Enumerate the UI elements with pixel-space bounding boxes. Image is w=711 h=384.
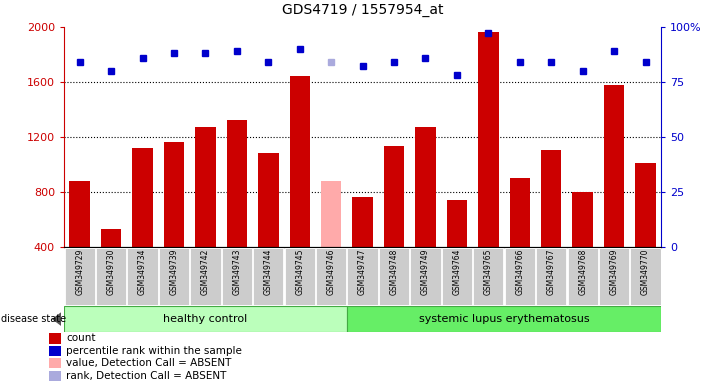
Text: GSM349764: GSM349764 <box>452 249 461 295</box>
Bar <box>101 229 122 247</box>
Bar <box>258 153 279 247</box>
Text: GSM349747: GSM349747 <box>358 249 367 295</box>
Bar <box>321 180 341 247</box>
Bar <box>49 358 61 369</box>
Bar <box>196 127 215 247</box>
Polygon shape <box>52 312 61 326</box>
FancyBboxPatch shape <box>599 248 629 305</box>
FancyBboxPatch shape <box>536 248 567 305</box>
Bar <box>49 346 61 356</box>
Text: GSM349745: GSM349745 <box>295 249 304 295</box>
Bar <box>227 120 247 247</box>
Text: GSM349729: GSM349729 <box>75 249 84 295</box>
Text: healthy control: healthy control <box>164 314 247 324</box>
FancyBboxPatch shape <box>159 248 189 305</box>
Text: GSM349743: GSM349743 <box>232 249 241 295</box>
FancyBboxPatch shape <box>222 248 252 305</box>
Text: GSM349734: GSM349734 <box>138 249 147 295</box>
Text: value, Detection Call = ABSENT: value, Detection Call = ABSENT <box>66 358 231 368</box>
Text: GSM349739: GSM349739 <box>169 249 178 295</box>
Text: GSM349769: GSM349769 <box>609 249 619 295</box>
Text: GSM349744: GSM349744 <box>264 249 273 295</box>
Bar <box>447 200 467 247</box>
Bar <box>49 371 61 381</box>
Text: GSM349770: GSM349770 <box>641 249 650 295</box>
FancyBboxPatch shape <box>316 248 346 305</box>
Bar <box>49 333 61 344</box>
Text: GSM349766: GSM349766 <box>515 249 524 295</box>
Bar <box>541 151 562 247</box>
Bar <box>478 32 498 247</box>
FancyBboxPatch shape <box>127 248 158 305</box>
FancyBboxPatch shape <box>505 248 535 305</box>
Bar <box>636 163 656 247</box>
FancyBboxPatch shape <box>284 248 315 305</box>
FancyBboxPatch shape <box>442 248 472 305</box>
FancyBboxPatch shape <box>253 248 284 305</box>
Text: GSM349746: GSM349746 <box>326 249 336 295</box>
Text: disease state: disease state <box>1 314 66 324</box>
FancyBboxPatch shape <box>347 306 661 332</box>
Text: GSM349742: GSM349742 <box>201 249 210 295</box>
FancyBboxPatch shape <box>191 248 220 305</box>
Text: GSM349765: GSM349765 <box>484 249 493 295</box>
FancyBboxPatch shape <box>567 248 598 305</box>
Bar <box>289 76 310 247</box>
Text: GSM349768: GSM349768 <box>578 249 587 295</box>
FancyBboxPatch shape <box>631 248 661 305</box>
FancyBboxPatch shape <box>379 248 409 305</box>
Text: percentile rank within the sample: percentile rank within the sample <box>66 346 242 356</box>
FancyBboxPatch shape <box>410 248 441 305</box>
FancyBboxPatch shape <box>64 306 347 332</box>
Bar <box>353 197 373 247</box>
FancyBboxPatch shape <box>474 248 503 305</box>
FancyBboxPatch shape <box>65 248 95 305</box>
Bar <box>510 178 530 247</box>
Text: GSM349730: GSM349730 <box>107 249 116 295</box>
Text: GSM349748: GSM349748 <box>390 249 399 295</box>
Text: rank, Detection Call = ABSENT: rank, Detection Call = ABSENT <box>66 371 226 381</box>
Text: GSM349767: GSM349767 <box>547 249 556 295</box>
Bar <box>132 148 153 247</box>
Text: count: count <box>66 333 95 343</box>
Text: GSM349749: GSM349749 <box>421 249 430 295</box>
FancyBboxPatch shape <box>96 248 127 305</box>
Text: GDS4719 / 1557954_at: GDS4719 / 1557954_at <box>282 3 444 17</box>
Bar <box>572 192 593 247</box>
Bar <box>70 180 90 247</box>
FancyBboxPatch shape <box>348 248 378 305</box>
Bar <box>164 142 184 247</box>
Bar <box>384 146 405 247</box>
Text: systemic lupus erythematosus: systemic lupus erythematosus <box>419 314 589 324</box>
Bar <box>604 84 624 247</box>
Bar <box>415 127 436 247</box>
